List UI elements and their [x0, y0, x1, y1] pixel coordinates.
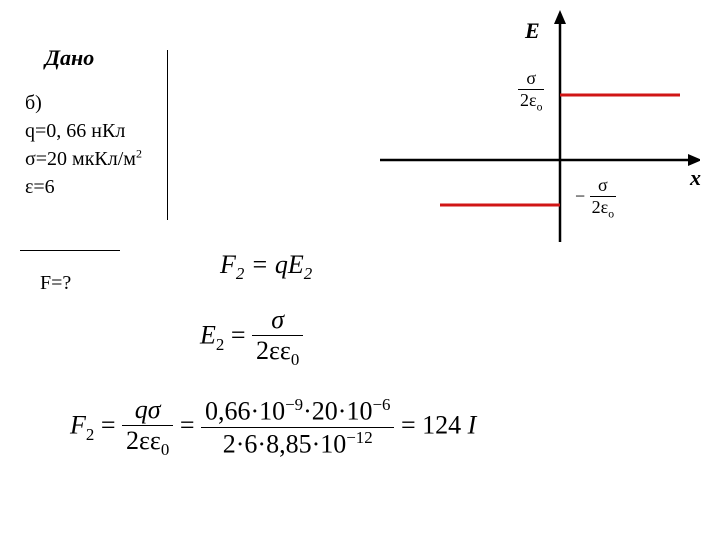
graph-area: E x σ 2εo − σ 2εo — [370, 10, 700, 245]
given-divider-vertical — [167, 50, 168, 220]
equation-f2-qe2: F2 = qE2 — [220, 250, 312, 284]
given-list: б) q=0, 66 нКл σ=20 мкКл/м2 ε=6 — [25, 89, 205, 201]
given-block: Дано б) q=0, 66 нКл σ=20 мкКл/м2 ε=6 — [25, 45, 205, 201]
x-axis-label: x — [690, 165, 701, 191]
given-title: Дано — [45, 45, 205, 71]
given-line-q: q=0, 66 нКл — [25, 117, 205, 145]
given-line-eps: ε=6 — [25, 173, 205, 201]
given-divider-horizontal — [20, 250, 120, 251]
equation-e2: E2 = σ 2εε0 — [200, 305, 303, 370]
graph-svg — [370, 10, 700, 245]
y-axis-arrow — [554, 10, 566, 24]
given-case: б) — [25, 89, 205, 117]
find-label: F=? — [40, 272, 71, 295]
y-tick-negative: − σ 2εo — [575, 175, 616, 221]
y-axis-label: E — [525, 18, 540, 44]
y-tick-positive: σ 2εo — [518, 68, 544, 114]
equation-f2-numeric: F2 = qσ 2εε0 = 0,66·10−9·20·10−6 2·6·8,8… — [70, 395, 476, 460]
given-line-sigma: σ=20 мкКл/м2 — [25, 145, 205, 173]
